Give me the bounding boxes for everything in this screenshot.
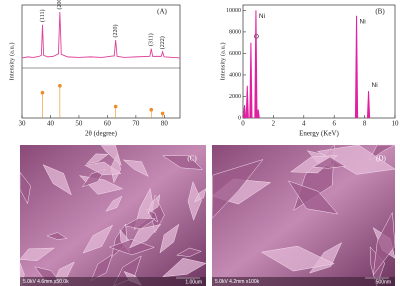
spectrum-peak <box>366 91 371 118</box>
peak-label: (311) <box>148 33 155 46</box>
flake <box>372 211 396 276</box>
sem-image: (D) 5.0kV 4.2mm x100k 500nm <box>211 144 396 286</box>
spectrum-peak <box>254 10 258 119</box>
spectrum-peak <box>354 15 359 119</box>
reference-dot <box>58 84 62 88</box>
x-axis-label: 2θ (degree) <box>85 130 118 138</box>
flake <box>316 144 396 175</box>
flake <box>19 171 31 205</box>
flake <box>19 247 56 261</box>
x-tick-label: 80 <box>161 120 169 128</box>
reference-dot <box>113 104 118 109</box>
x-tick-label: 0 <box>241 120 245 128</box>
y-tick-label: 4000 <box>229 72 241 78</box>
flake <box>84 161 122 176</box>
panel-label: (B) <box>375 8 385 16</box>
xrd-line <box>21 11 181 59</box>
flake <box>161 257 207 278</box>
spectrum-peak <box>249 42 253 118</box>
x-tick-label: 8 <box>363 120 367 128</box>
x-tick-label: 30 <box>19 120 27 128</box>
x-tick-label: 50 <box>75 120 83 128</box>
scale-label: 500nm <box>376 279 391 285</box>
scale-label: 1.00um <box>185 279 202 285</box>
flake <box>194 187 207 203</box>
y-tick-label: 0 <box>238 115 241 121</box>
x-tick-label: 6 <box>332 120 336 128</box>
sem-image: (C) 5.0kV 4.6mm x50.0k 1.00um <box>19 144 207 286</box>
x-tick-label: 4 <box>302 120 306 128</box>
flake <box>368 144 396 162</box>
reference-dot <box>40 90 45 95</box>
y-tick-label: 6000 <box>229 51 241 57</box>
flake <box>124 217 157 230</box>
info-bar <box>212 277 395 286</box>
y-tick-label: 10000 <box>226 8 241 14</box>
spectrum-peak <box>242 105 247 118</box>
x-axis-label: Energy (KeV) <box>299 130 339 138</box>
flake <box>105 195 123 212</box>
flake <box>42 164 72 196</box>
image-label: (C) <box>187 155 197 163</box>
flake <box>86 153 109 165</box>
flake <box>260 245 336 272</box>
flake <box>287 180 339 215</box>
y-axis-label: Intensity (a.u.) <box>8 42 15 80</box>
flake <box>46 232 68 240</box>
x-tick-label: 70 <box>132 120 140 128</box>
y-tick-label: 2000 <box>229 94 241 100</box>
image-label: (D) <box>376 155 386 163</box>
peak-label: Ni <box>360 18 366 25</box>
flake <box>147 193 161 214</box>
y-tick-label: 8000 <box>229 29 241 35</box>
flake <box>100 144 122 167</box>
panel-label: (A) <box>157 8 167 16</box>
reference-dot <box>149 107 154 112</box>
flake <box>176 247 202 257</box>
y-axis-label: Intensity (a.u.) <box>219 42 226 80</box>
info-bar <box>20 277 206 286</box>
flake <box>161 155 204 170</box>
flake <box>211 159 264 220</box>
flake <box>159 223 180 254</box>
image-info: 5.0kV 4.2mm x100k <box>215 279 260 285</box>
plot-frame <box>21 4 181 119</box>
peak-label: (111) <box>39 9 46 22</box>
peak-label: (220) <box>112 25 119 38</box>
peak-label: (222) <box>159 36 166 49</box>
x-tick-label: 10 <box>392 120 400 128</box>
spectrum-peak <box>256 109 260 118</box>
x-tick-label: 2 <box>272 120 276 128</box>
plot-frame <box>242 4 396 119</box>
flake <box>122 159 149 177</box>
peak-label: (200) <box>56 0 63 10</box>
flake <box>129 223 162 249</box>
image-info: 5.0kV 4.6mm x50.0k <box>23 279 69 285</box>
spectrum-peak <box>245 85 249 118</box>
x-tick-label: 60 <box>104 120 112 128</box>
peak-label: Ni <box>259 13 265 20</box>
flake <box>82 224 114 254</box>
flake <box>312 156 347 169</box>
peak-label: Ni <box>372 82 378 89</box>
x-tick-label: 40 <box>47 120 55 128</box>
reference-dot <box>160 111 165 116</box>
